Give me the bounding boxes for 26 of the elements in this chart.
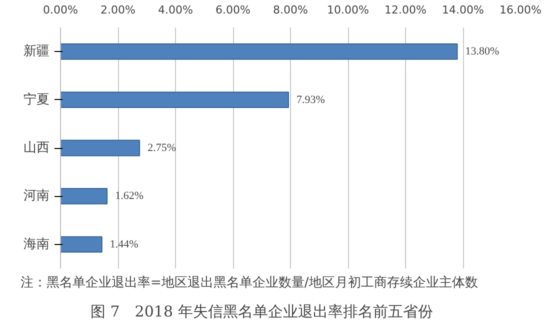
data-label: 13.80%: [465, 46, 500, 58]
x-tick-label: 16.00%: [500, 4, 542, 16]
bar: [60, 188, 108, 204]
y-tick-label: 海南: [24, 236, 50, 252]
x-tick-label: 4.00%: [158, 4, 193, 16]
y-tick-label: 宁夏: [24, 91, 50, 108]
x-tick-label: 10.00%: [327, 4, 369, 16]
data-label: 2.75%: [148, 142, 176, 154]
text: 注：黑名单企业退出率=地区退出黑名单企业数量/地区月初工商存续企业主体数: [20, 274, 478, 290]
text: 图 7 2018 年失信黑名单企业退出率排名前五省份: [90, 302, 433, 320]
x-tick-label: 12.00%: [384, 4, 426, 16]
x-tick-label: 2.00%: [100, 4, 136, 16]
data-label: 1.44%: [110, 238, 138, 250]
data-label: 1.62%: [115, 190, 144, 202]
x-tick-label: 14.00%: [442, 4, 484, 16]
x-tick-label: 8.00%: [273, 4, 308, 16]
x-tick-label: 6.00%: [216, 4, 250, 16]
y-tick-label: 新疆: [24, 44, 50, 60]
data-label: 7.93%: [296, 94, 325, 106]
bar: [60, 92, 289, 108]
y-tick-label: 河南: [24, 188, 50, 204]
bar: [60, 43, 458, 60]
x-tick-label: 0.00%: [43, 4, 78, 16]
bar: [60, 236, 102, 253]
y-tick-label: 山西: [24, 140, 50, 156]
bar: [60, 140, 140, 156]
